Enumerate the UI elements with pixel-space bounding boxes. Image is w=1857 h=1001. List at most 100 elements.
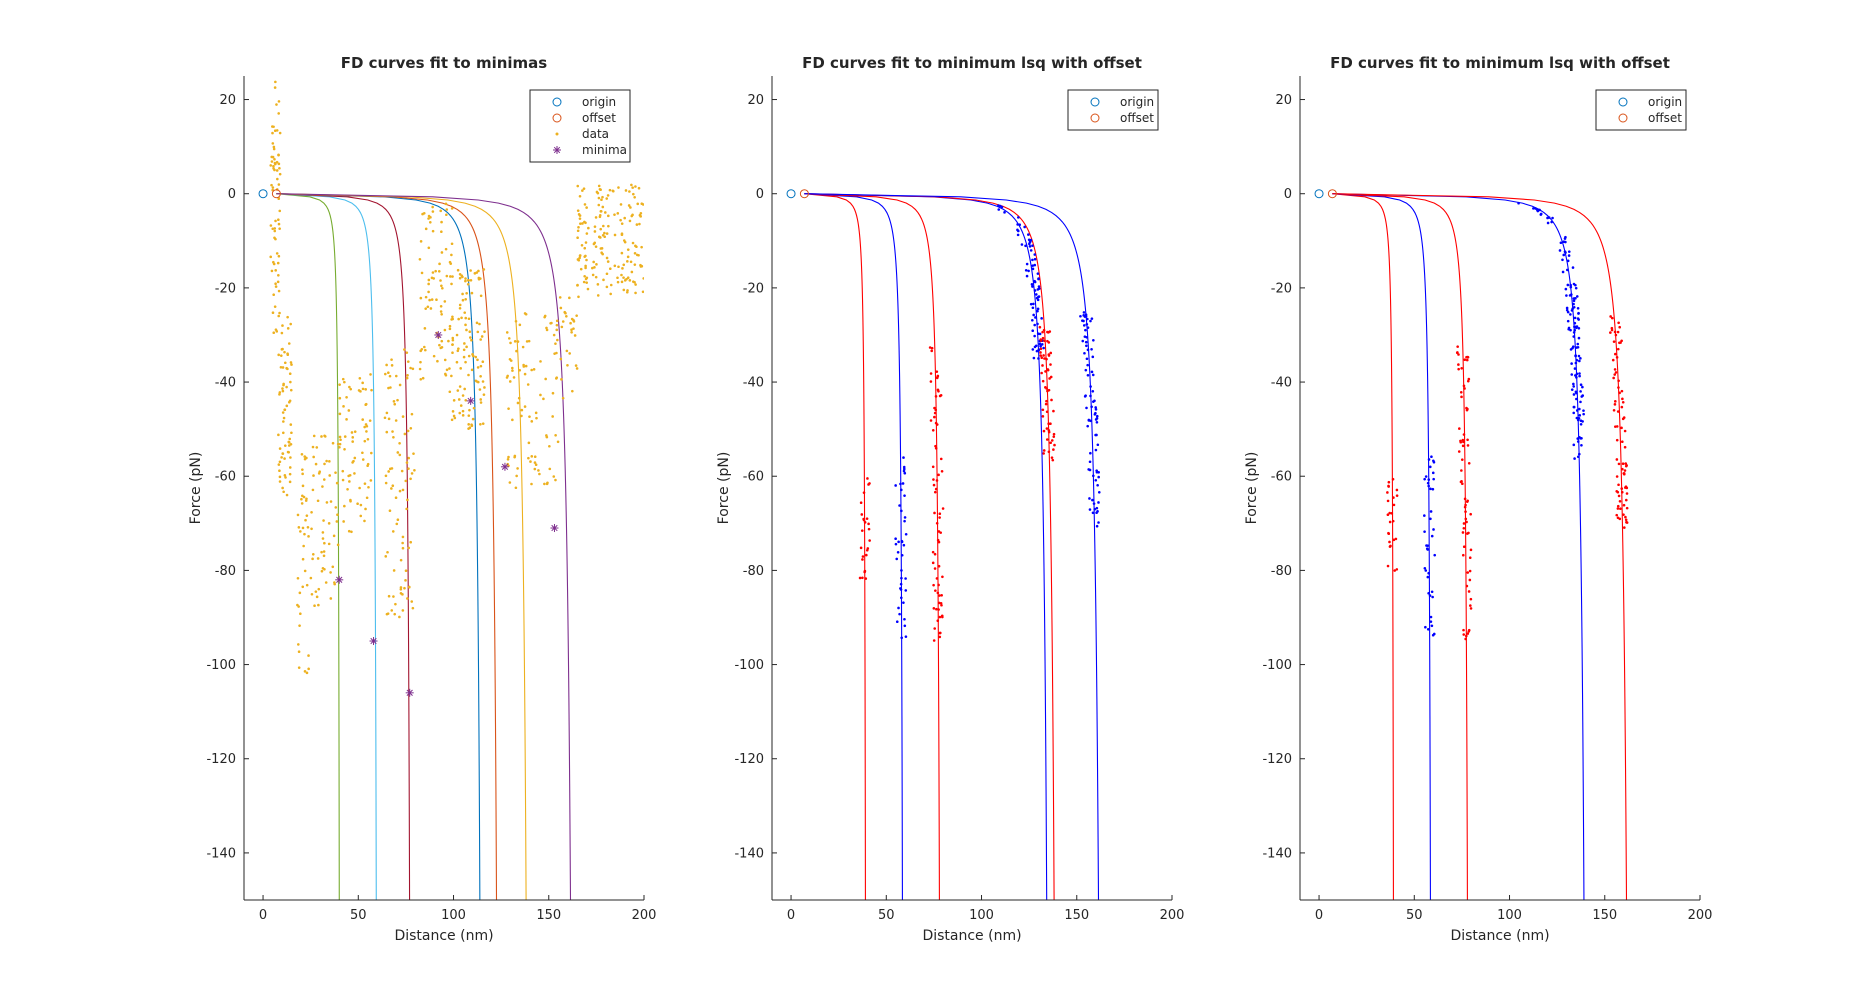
data-point (403, 432, 407, 436)
data-point (358, 376, 362, 380)
data-point (1045, 387, 1048, 390)
data-point (1039, 351, 1042, 354)
data-point (528, 415, 531, 418)
data-point (934, 487, 938, 491)
data-point (464, 360, 467, 364)
data-point (459, 367, 463, 370)
y-axis-label: Force (pN) (188, 452, 204, 525)
data-point (1517, 201, 1520, 205)
data-point (1574, 374, 1577, 377)
data-point (580, 244, 584, 247)
data-point (387, 417, 391, 421)
data-point (1043, 339, 1046, 343)
data-point (272, 145, 276, 149)
data-point (1559, 241, 1563, 245)
plot-content (804, 193, 1101, 900)
data-point (1031, 306, 1035, 310)
data-point (1467, 628, 1471, 632)
x-axis-label: Distance (nm) (1450, 928, 1549, 944)
data-point (620, 232, 624, 236)
data-point (608, 267, 612, 271)
data-point (1016, 223, 1019, 226)
data-point (900, 636, 903, 640)
data-point (523, 405, 527, 408)
data-point (288, 372, 292, 376)
data-point (938, 394, 942, 398)
data-point (561, 320, 565, 323)
data-point (1623, 429, 1627, 433)
data-point (1036, 307, 1040, 311)
y-tick-label: -40 (743, 376, 764, 391)
data-point (399, 558, 403, 562)
data-point (862, 491, 866, 494)
data-point (275, 169, 279, 172)
data-point (631, 241, 635, 245)
data-point (289, 456, 292, 459)
data-point (290, 431, 293, 435)
data-point (894, 542, 898, 546)
data-point (592, 242, 596, 246)
data-point (601, 195, 604, 199)
data-point (476, 366, 480, 369)
data-point (1029, 239, 1032, 243)
data-point (1569, 283, 1572, 287)
data-point (524, 364, 528, 368)
data-point (1395, 494, 1399, 497)
data-point (361, 418, 365, 421)
data-point (1042, 328, 1046, 332)
data-point (578, 217, 582, 220)
data-point (461, 394, 465, 397)
y-tick-label: -140 (206, 846, 236, 861)
data-point (577, 295, 580, 299)
data-point (1388, 511, 1391, 515)
data-point (863, 570, 866, 574)
data-point (1386, 513, 1390, 516)
data-point (865, 553, 868, 557)
data-point (1033, 257, 1037, 261)
data-point (1561, 258, 1564, 262)
data-point (1429, 510, 1433, 513)
data-point (478, 388, 482, 391)
data-point (548, 444, 551, 448)
data-point (341, 478, 345, 482)
data-point (1086, 363, 1089, 367)
data-point (348, 385, 351, 389)
data-point (605, 197, 609, 200)
data-point (1088, 468, 1092, 472)
data-point (937, 601, 941, 605)
data-point (1429, 620, 1433, 623)
data-point (935, 521, 939, 525)
data-point (405, 507, 408, 511)
data-point (432, 354, 436, 358)
data-point (1386, 564, 1390, 568)
data-point (935, 423, 939, 426)
data-point (1532, 207, 1535, 210)
data-point (533, 455, 537, 459)
minima-marker (500, 462, 509, 471)
data-point (1392, 496, 1395, 499)
data-point (1615, 356, 1619, 359)
data-point (622, 276, 625, 279)
data-point (315, 595, 319, 599)
data-point (273, 161, 277, 165)
data-point (343, 447, 346, 451)
data-point (390, 487, 393, 490)
data-point (398, 453, 402, 457)
data-point (934, 444, 937, 448)
data-point (1468, 578, 1472, 582)
data-point (451, 336, 455, 340)
data-point (272, 125, 275, 129)
data-point (568, 296, 571, 300)
data-point (902, 467, 906, 471)
data-point (1622, 472, 1626, 475)
data-point (934, 447, 938, 450)
data-point (334, 506, 338, 509)
data-point (1616, 504, 1620, 508)
data-point (1572, 382, 1575, 386)
data-point (517, 396, 521, 400)
data-point (427, 290, 430, 294)
data-point (440, 251, 444, 254)
data-point (933, 511, 936, 515)
data-point (388, 374, 392, 378)
